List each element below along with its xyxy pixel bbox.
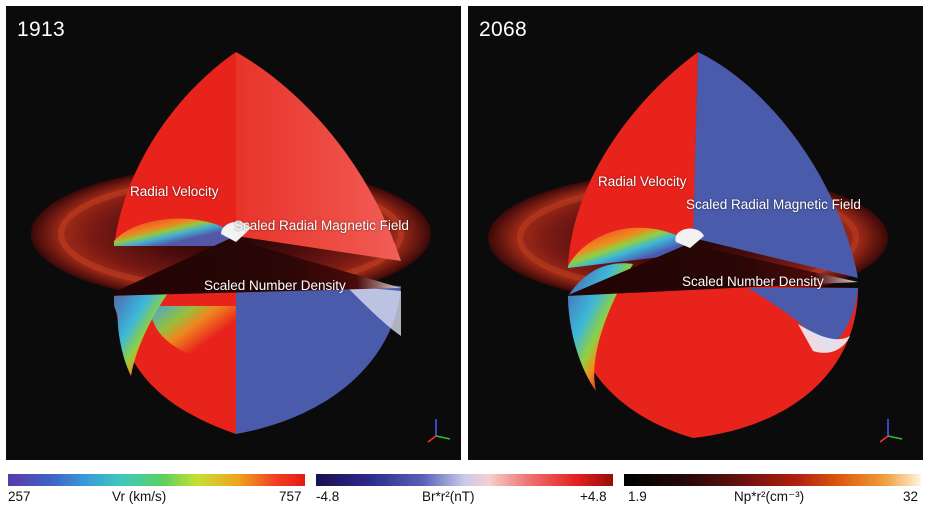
year-label: 1913 bbox=[17, 18, 65, 41]
magnetic-field-label: Scaled Radial Magnetic Field bbox=[234, 218, 409, 233]
magnetic-field-label: Scaled Radial Magnetic Field bbox=[686, 197, 861, 212]
vr-max-label: 757 bbox=[279, 489, 302, 504]
br-max-label: +4.8 bbox=[580, 489, 607, 504]
number-density-label: Scaled Number Density bbox=[204, 278, 346, 293]
left-panel: 1913 Radial Velocity Scaled Radial Magne… bbox=[6, 6, 461, 460]
right-visualization bbox=[488, 52, 888, 438]
np-min-label: 1.9 bbox=[628, 489, 647, 504]
radial-velocity-label: Radial Velocity bbox=[598, 174, 687, 189]
xyz-axes-icon bbox=[879, 419, 903, 443]
vr-colorbar bbox=[8, 474, 305, 486]
velocity-meridional-upper bbox=[568, 52, 698, 266]
velocity-meridional-upper bbox=[114, 52, 236, 246]
np-colorbar bbox=[624, 474, 921, 486]
magnetic-meridional-lower bbox=[236, 276, 401, 434]
br-title-label: Br*r²(nT) bbox=[422, 489, 475, 504]
magnetic-meridional-upper bbox=[693, 52, 858, 278]
br-colorbar bbox=[316, 474, 613, 486]
vr-min-label: 257 bbox=[8, 489, 31, 504]
xyz-axes-icon bbox=[427, 419, 451, 443]
right-panel: 2068 Radial Velocity Scaled Radial Magne… bbox=[468, 6, 923, 460]
density-wedge bbox=[566, 244, 858, 296]
radial-velocity-label: Radial Velocity bbox=[130, 184, 219, 199]
np-max-label: 32 bbox=[903, 489, 919, 504]
year-label: 2068 bbox=[479, 18, 527, 41]
br-min-label: -4.8 bbox=[316, 489, 340, 504]
density-wedge bbox=[106, 238, 401, 296]
left-visualization bbox=[31, 52, 431, 434]
np-title-label: Np*r²(cm⁻³) bbox=[734, 489, 805, 504]
magnetic-meridional-upper bbox=[236, 52, 401, 261]
vr-title-label: Vr (km/s) bbox=[112, 489, 167, 504]
number-density-label: Scaled Number Density bbox=[682, 274, 824, 289]
